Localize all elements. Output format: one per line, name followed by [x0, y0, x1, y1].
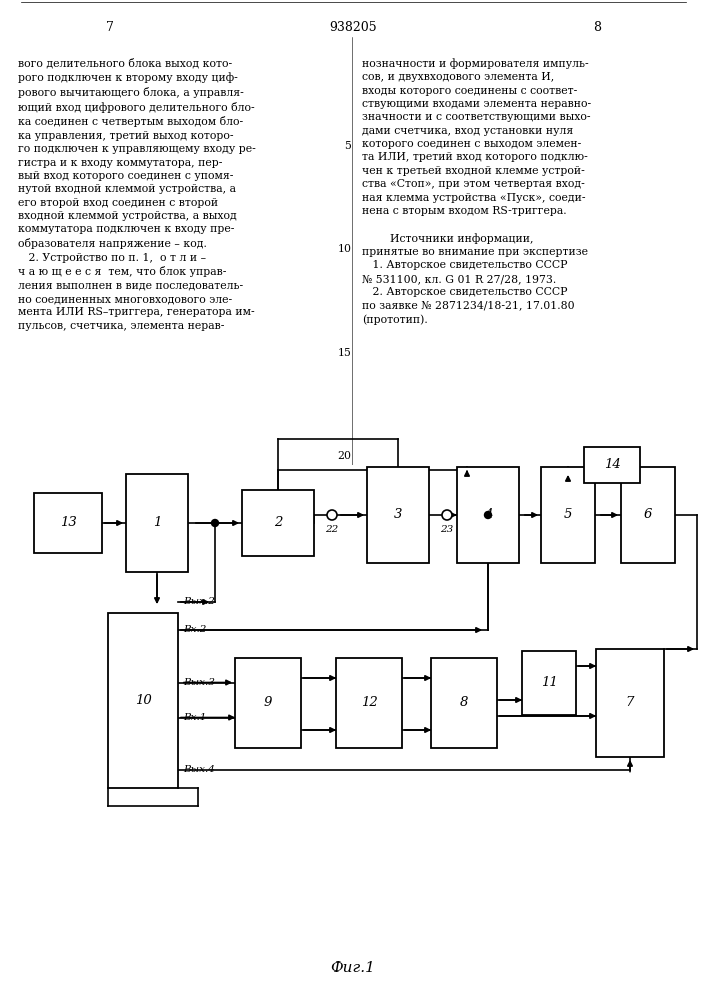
Circle shape [484, 512, 491, 518]
Text: 10: 10 [134, 694, 151, 706]
Text: Вх.1: Вх.1 [183, 713, 206, 722]
Text: 11: 11 [541, 676, 557, 690]
Text: Вых.3: Вых.3 [183, 678, 215, 687]
Bar [621, 467, 675, 563]
Bar [457, 467, 519, 563]
Text: 23: 23 [440, 525, 454, 534]
Text: 2: 2 [274, 516, 282, 530]
Text: 9: 9 [264, 696, 272, 710]
Text: 10: 10 [337, 244, 351, 254]
Bar [336, 658, 402, 748]
Text: 15: 15 [337, 348, 351, 358]
Bar [108, 612, 178, 788]
Text: 7: 7 [105, 21, 114, 34]
Text: 12: 12 [361, 696, 378, 710]
Text: Фиг.1: Фиг.1 [331, 961, 375, 975]
Text: 20: 20 [337, 451, 351, 461]
Text: вого делительного блока выход кото-
рого подключен к второму входу циф-
рового в: вого делительного блока выход кото- рого… [18, 58, 255, 331]
Circle shape [211, 520, 218, 526]
Bar [235, 658, 301, 748]
Text: 3: 3 [394, 508, 402, 522]
Text: 8: 8 [593, 21, 602, 34]
Text: 5: 5 [563, 508, 572, 522]
Bar [596, 649, 664, 757]
Text: 13: 13 [59, 516, 76, 530]
Text: Вых.4: Вых.4 [183, 765, 215, 774]
Text: Вых.2: Вых.2 [183, 597, 215, 606]
Text: 1: 1 [153, 516, 161, 530]
Bar [367, 467, 429, 563]
Text: Вх.2: Вх.2 [183, 626, 206, 635]
Text: 22: 22 [325, 525, 339, 534]
Circle shape [327, 510, 337, 520]
Bar [522, 651, 576, 715]
Text: 938205: 938205 [329, 21, 378, 34]
Bar [242, 490, 314, 556]
Bar [126, 474, 188, 572]
Bar [541, 467, 595, 563]
Circle shape [442, 510, 452, 520]
Bar [584, 447, 640, 483]
Text: 8: 8 [460, 696, 468, 710]
Text: 4: 4 [484, 508, 492, 522]
Text: нозначности и формирователя импуль-
сов, и двухвходового элемента И,
входы котор: нозначности и формирователя импуль- сов,… [362, 58, 591, 325]
Bar [34, 493, 102, 553]
Text: 7: 7 [626, 696, 634, 710]
Text: 6: 6 [644, 508, 652, 522]
Text: 5: 5 [344, 141, 351, 151]
Bar [431, 658, 497, 748]
Text: 14: 14 [604, 458, 620, 472]
